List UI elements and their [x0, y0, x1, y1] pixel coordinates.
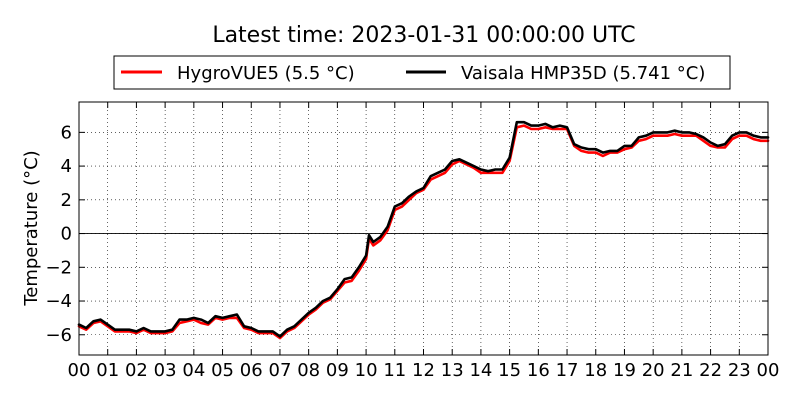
series-line-vaisala [77, 120, 770, 338]
y-tick-label: −2 [45, 257, 72, 278]
x-tick-label: 17 [556, 360, 579, 381]
y-tick-label: 4 [61, 156, 72, 177]
x-tick-label: 02 [125, 360, 148, 381]
legend-label-vaisala: Vaisala HMP35D (5.741 °C) [461, 63, 705, 84]
legend-label-hygrovue5: HygroVUE5 (5.5 °C) [177, 63, 355, 84]
series-line-hygrovue5 [77, 124, 770, 340]
x-tick-label: 18 [584, 360, 607, 381]
x-tick-label: 01 [96, 360, 119, 381]
y-axis-label: Temperature (°C) [21, 150, 42, 306]
y-tick-label: −4 [45, 291, 72, 312]
x-tick-label: 09 [326, 360, 349, 381]
x-tick-label: 10 [355, 360, 378, 381]
x-tick-label: 05 [211, 360, 234, 381]
x-tick-label: 04 [182, 360, 205, 381]
y-tick-label: −6 [45, 325, 72, 346]
y-tick-labels: −6 −4 −2 0 2 4 6 [45, 122, 72, 345]
ticks [78, 102, 769, 355]
x-tick-labels: 00 01 02 03 04 05 06 07 08 09 10 11 12 13 14 15 16 17 18 19… [68, 360, 780, 381]
x-tick-label: 14 [469, 360, 492, 381]
x-tick-label: 07 [269, 360, 292, 381]
x-tick-label: 03 [154, 360, 177, 381]
y-tick-label: 0 [61, 224, 72, 245]
x-tick-label: 11 [383, 360, 406, 381]
x-tick-label: 22 [699, 360, 722, 381]
x-tick-label: 16 [527, 360, 550, 381]
plot-frame [78, 101, 769, 356]
y-tick-label: 2 [61, 190, 72, 211]
x-tick-label: 13 [441, 360, 464, 381]
x-tick-label: 00 [757, 360, 780, 381]
x-tick-label: 15 [498, 360, 521, 381]
x-tick-label: 23 [728, 360, 751, 381]
x-tick-label: 00 [68, 360, 91, 381]
x-tick-label: 20 [642, 360, 665, 381]
x-tick-label: 12 [412, 360, 435, 381]
x-tick-label: 08 [297, 360, 320, 381]
legend: HygroVUE5 (5.5 °C) Vaisala HMP35D (5.741… [113, 55, 731, 90]
x-tick-label: 21 [670, 360, 693, 381]
x-tick-label: 06 [240, 360, 263, 381]
grid [79, 102, 768, 355]
x-tick-label: 19 [613, 360, 636, 381]
chart-title: Latest time: 2023-01-31 00:00:00 UTC [212, 23, 635, 48]
y-tick-label: 6 [61, 122, 72, 143]
series-layer [77, 120, 770, 340]
